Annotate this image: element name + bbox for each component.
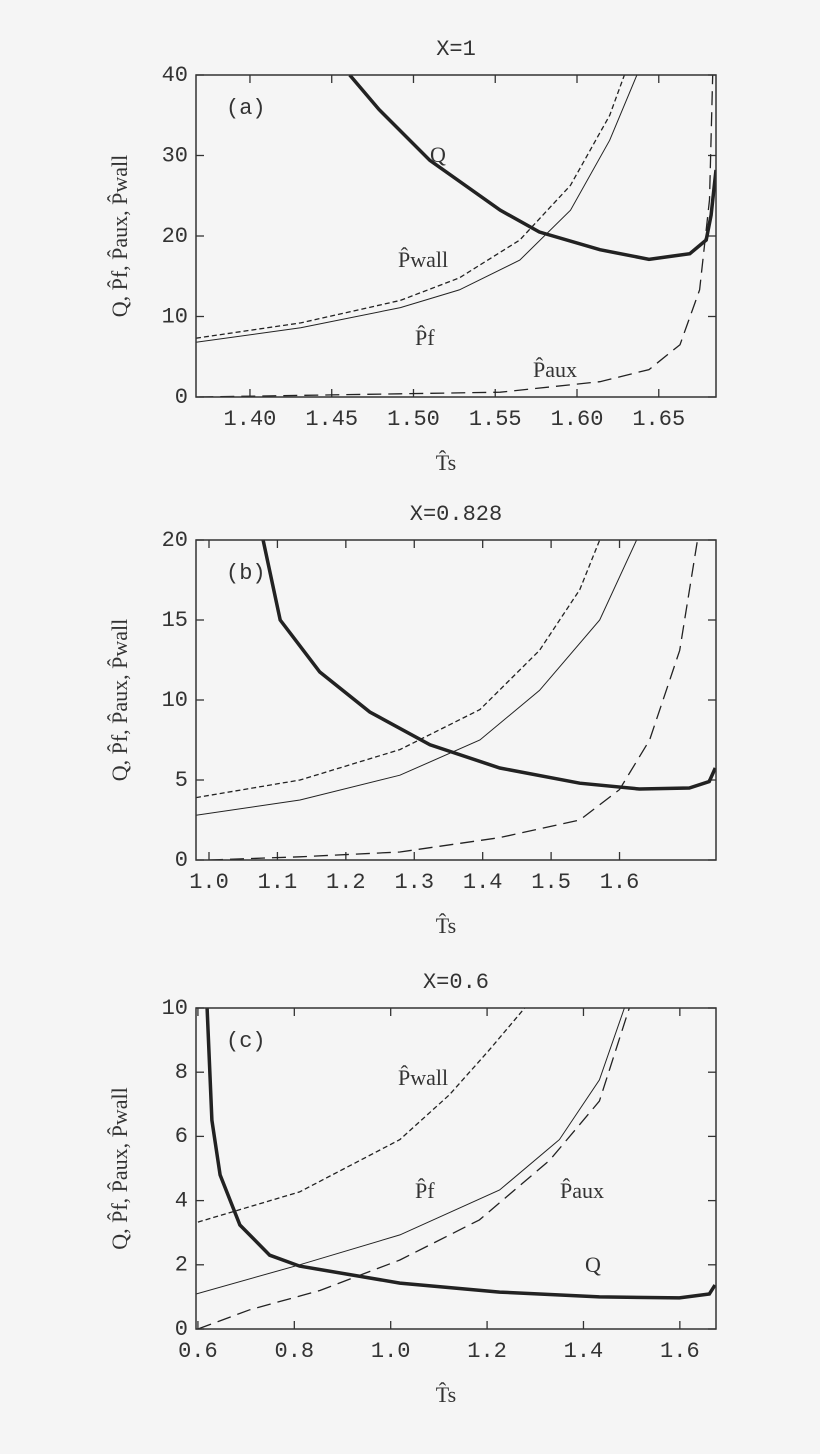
- series-line: [199, 75, 714, 397]
- y-tick-label: 10: [162, 996, 188, 1021]
- series-line: [196, 1008, 625, 1295]
- x-tick-label: 1.0: [189, 870, 229, 895]
- plot-frame: [195, 539, 717, 861]
- series-line: [197, 1008, 526, 1223]
- y-tick-label: 30: [162, 143, 188, 168]
- series-label: Q: [430, 142, 446, 167]
- y-axis-label: Q, P̂f, P̂aux, P̂wall: [107, 1087, 132, 1250]
- x-tick-label: 1.40: [224, 407, 277, 432]
- panel: X=1 0 10 20 30 40 1.40 1.45 1.50 1.55 1.60 1.65 Q P̂w…: [107, 37, 717, 475]
- panel: X=0.828 0 5 10 15 20 1.0 1.1 1.2 1.3 1.4 1.5 1.6 (b) T…: [107, 502, 717, 938]
- x-axis-label: T̂s: [436, 1382, 456, 1407]
- plot-frame: [195, 1007, 717, 1330]
- y-tick-label: 10: [162, 688, 188, 713]
- series-line: [261, 540, 716, 791]
- y-tick-label: 0: [175, 848, 188, 873]
- y-tick-label: 20: [162, 528, 188, 553]
- x-tick-label: 1.0: [371, 1339, 411, 1364]
- series-line: [196, 75, 638, 343]
- y-tick-label: 0: [175, 1317, 188, 1342]
- x-tick-label: 1.6: [660, 1339, 700, 1364]
- series-label: P̂aux: [560, 1178, 604, 1203]
- x-tick-label: 0.8: [275, 1339, 315, 1364]
- series-line: [196, 75, 626, 339]
- series-line: [208, 540, 699, 860]
- y-tick-label: 20: [162, 224, 188, 249]
- y-tick-label: 5: [175, 768, 188, 793]
- x-tick-label: 1.2: [467, 1339, 507, 1364]
- panel: X=0.6 0 2 4 6 8 10 0.6 0.8 1.0 1.2 1.4 1.6 Q P̂wall P̂f…: [107, 970, 717, 1407]
- series-label: Q: [585, 1252, 601, 1277]
- y-tick-label: 40: [162, 63, 188, 88]
- x-axis-label: T̂s: [436, 450, 456, 475]
- series-line: [205, 1008, 716, 1300]
- series-line: [348, 75, 716, 262]
- series-label: P̂aux: [533, 357, 577, 382]
- chart-title: X=1: [436, 37, 476, 62]
- x-tick-label: 1.65: [632, 407, 685, 432]
- x-tick-label: 1.1: [258, 870, 298, 895]
- series-line: [196, 540, 601, 799]
- panel-label: (c): [226, 1029, 266, 1054]
- x-tick-label: 1.6: [600, 870, 640, 895]
- chart-title: X=0.6: [423, 970, 489, 995]
- series-line: [196, 540, 638, 816]
- y-axis-label: Q, P̂f, P̂aux, P̂wall: [107, 155, 132, 318]
- y-tick-label: 0: [175, 385, 188, 410]
- y-axis-label: Q, P̂f, P̂aux, P̂wall: [107, 619, 132, 782]
- x-tick-label: 1.50: [387, 407, 440, 432]
- series-label: P̂wall: [398, 1065, 448, 1090]
- x-tick-label: 1.4: [564, 1339, 604, 1364]
- y-tick-label: 8: [175, 1060, 188, 1085]
- series-line: [197, 1008, 630, 1329]
- x-tick-label: 1.55: [469, 407, 522, 432]
- x-tick-label: 0.6: [178, 1339, 218, 1364]
- series-label: P̂f: [415, 1178, 435, 1203]
- y-tick-label: 2: [175, 1253, 188, 1278]
- x-tick-label: 1.2: [326, 870, 366, 895]
- x-axis-label: T̂s: [436, 913, 456, 938]
- x-tick-label: 1.3: [394, 870, 434, 895]
- x-tick-label: 1.45: [305, 407, 358, 432]
- chart-title: X=0.828: [410, 502, 502, 527]
- series-label: P̂wall: [398, 247, 448, 272]
- y-tick-label: 4: [175, 1188, 188, 1213]
- y-tick-label: 15: [162, 608, 188, 633]
- y-tick-label: 10: [162, 304, 188, 329]
- x-tick-label: 1.4: [463, 870, 503, 895]
- y-tick-label: 6: [175, 1124, 188, 1149]
- panel-label: (a): [226, 96, 266, 121]
- panel-label: (b): [226, 561, 266, 586]
- plot-frame: [195, 74, 717, 398]
- x-tick-label: 1.5: [531, 870, 571, 895]
- x-tick-label: 1.60: [551, 407, 604, 432]
- series-label: P̂f: [415, 325, 435, 350]
